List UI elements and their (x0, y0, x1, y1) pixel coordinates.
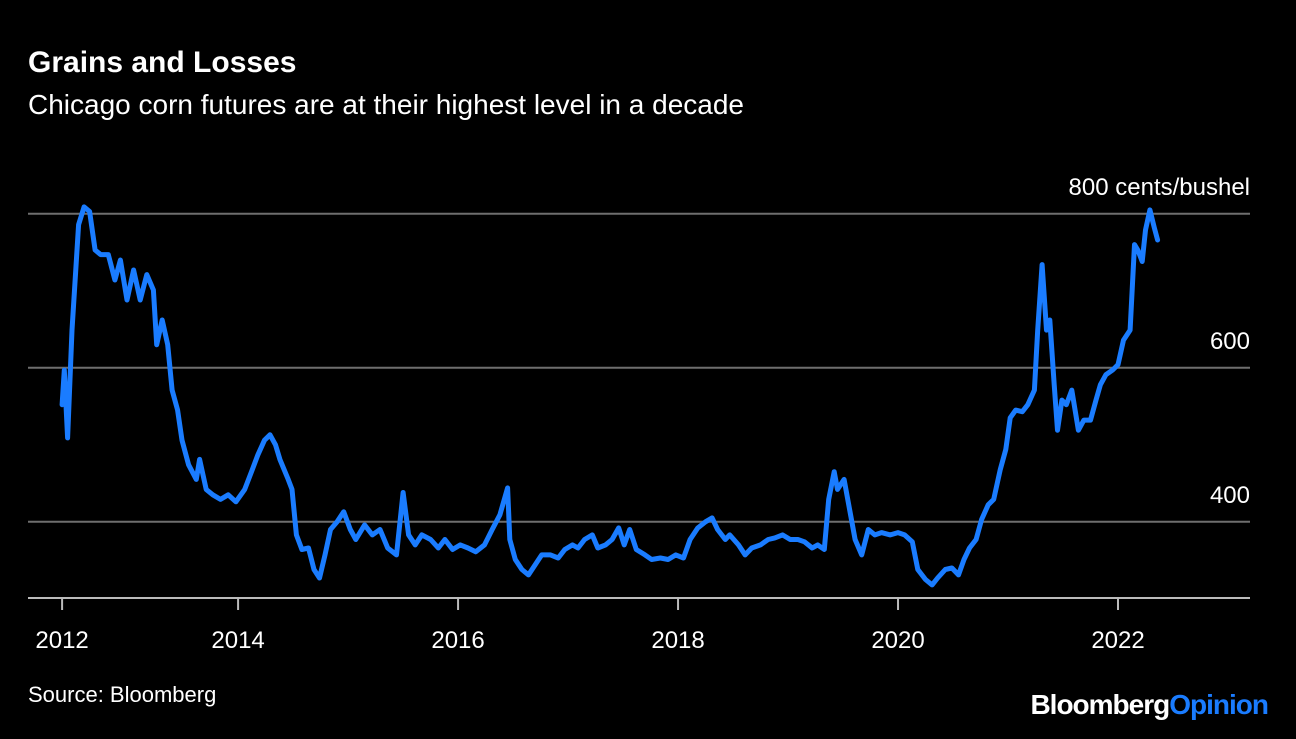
y-tick-label: 800 cents/bushel (1069, 174, 1250, 201)
price-line (59, 204, 1161, 588)
y-tick-label: 400 (1210, 482, 1250, 509)
source: Source: Bloomberg (28, 682, 216, 707)
x-tick-label: 2016 (431, 627, 484, 654)
x-tick-label: 2020 (871, 627, 924, 654)
chart-subtitle: Chicago corn futures are at their highes… (28, 89, 744, 120)
brand: BloombergOpinion (1030, 689, 1268, 720)
brand-name: Bloomberg (1030, 689, 1169, 720)
x-tick-label: 2022 (1091, 627, 1144, 654)
x-tick-label: 2014 (211, 627, 264, 654)
chart-title: Grains and Losses (28, 46, 296, 79)
brand-section: Opinion (1169, 689, 1268, 720)
x-tick-label: 2012 (35, 627, 88, 654)
x-tick-label: 2018 (651, 627, 704, 654)
y-tick-label: 600 (1210, 328, 1250, 355)
